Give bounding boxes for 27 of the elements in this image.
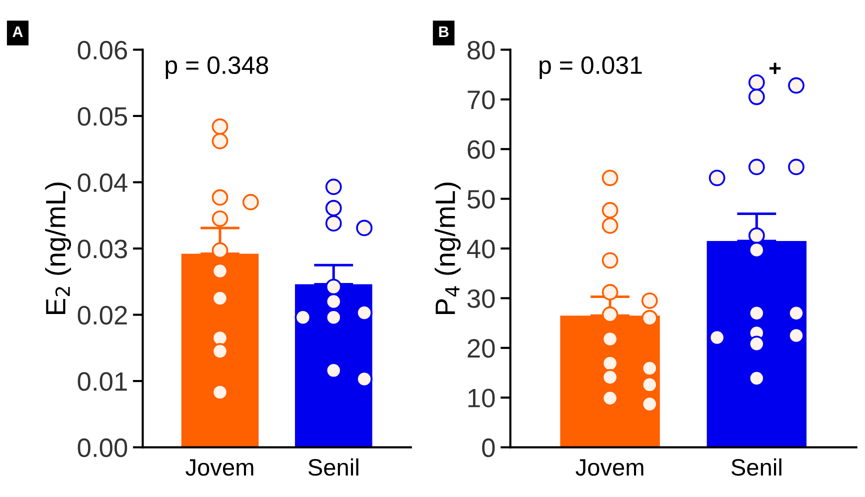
y-axis-title: E$_{2}$ (ng/mL) — [45, 182, 72, 314]
y-tick-label: 0.01 — [78, 372, 127, 391]
text: A — [12, 26, 23, 37]
y-tick-label: 10 — [468, 388, 495, 408]
y-tick-label: 40 — [467, 240, 495, 258]
annotation: p = 0.031 — [540, 56, 642, 79]
y-tick-label: 0.03 — [78, 240, 127, 258]
y-tick-label: 70 — [468, 90, 495, 110]
y-tick-label: 30 — [467, 289, 495, 308]
annotation: + — [769, 62, 781, 74]
y-tick-label: 0 — [482, 438, 495, 458]
x-tick-label: Senil — [731, 458, 782, 476]
y-tick-label: 60 — [468, 140, 495, 159]
annotation: p = 0.348 — [166, 56, 268, 79]
y-tick-label: 80 — [468, 40, 495, 60]
x-tick-label: Senil — [308, 458, 358, 476]
y-tick-label: 0.02 — [78, 306, 127, 325]
x-tick-label: Jovem — [186, 459, 254, 476]
x-tick-label: Jovem — [576, 459, 644, 476]
y-tick-label: 0.04 — [78, 173, 128, 192]
chart-title: B — [439, 26, 449, 37]
y-tick-label: 0.00 — [78, 438, 128, 458]
y-tick-label: 0.05 — [78, 107, 128, 126]
y-tick-label: 50 — [467, 190, 495, 209]
y-axis-title: P$_{4}$ (ng/mL) — [434, 182, 461, 314]
y-tick-label: 0.06 — [78, 40, 127, 60]
y-tick-label: 20 — [468, 339, 495, 358]
